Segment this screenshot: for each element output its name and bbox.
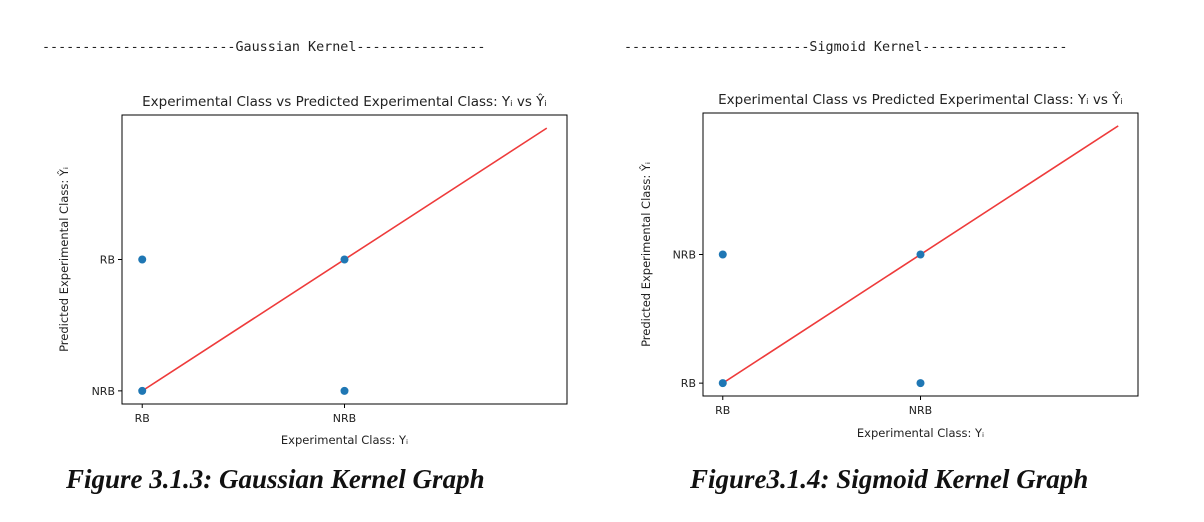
gaussian-kernel-chart: Experimental Class vs Predicted Experime… — [56, 92, 568, 447]
x-tick-label: NRB — [333, 412, 356, 425]
sigmoid-kernel-banner: -----------------------Sigmoid Kernel---… — [624, 40, 1068, 55]
x-axis-label: Experimental Class: Yᵢ — [857, 426, 984, 440]
x-tick-label: RB — [715, 404, 730, 417]
x-axis-label: Experimental Class: Yᵢ — [281, 433, 408, 447]
sigmoid-kernel-caption: Figure3.1.4: Sigmoid Kernel Graph — [690, 464, 1089, 494]
data-point — [138, 255, 147, 264]
sigmoid-kernel-chart: Experimental Class vs Predicted Experime… — [638, 90, 1139, 440]
chart-title: Experimental Class vs Predicted Experime… — [142, 92, 547, 110]
data-point — [718, 250, 727, 259]
y-tick-label: NRB — [92, 385, 115, 398]
y-tick-label: RB — [681, 377, 696, 390]
data-point — [718, 379, 727, 388]
data-point — [138, 386, 147, 395]
data-point — [340, 386, 349, 395]
y-tick-label: NRB — [673, 249, 696, 262]
data-point — [916, 250, 925, 259]
gaussian-kernel-caption: Figure 3.1.3: Gaussian Kernel Graph — [66, 464, 485, 494]
data-point — [340, 255, 349, 264]
y-axis-label: Predicted Experimental Class: Ŷᵢ — [56, 167, 71, 352]
x-tick-label: RB — [135, 412, 150, 425]
y-tick-label: RB — [100, 254, 115, 267]
y-axis-label: Predicted Experimental Class: Ŷᵢ — [638, 162, 653, 347]
x-tick-label: NRB — [909, 404, 932, 417]
gaussian-kernel-banner: ------------------------Gaussian Kernel-… — [42, 40, 486, 55]
sigmoid-kernel-panel: -----------------------Sigmoid Kernel---… — [602, 0, 1204, 522]
data-point — [916, 379, 925, 388]
gaussian-kernel-panel: ------------------------Gaussian Kernel-… — [42, 40, 568, 494]
chart-title: Experimental Class vs Predicted Experime… — [718, 90, 1123, 108]
